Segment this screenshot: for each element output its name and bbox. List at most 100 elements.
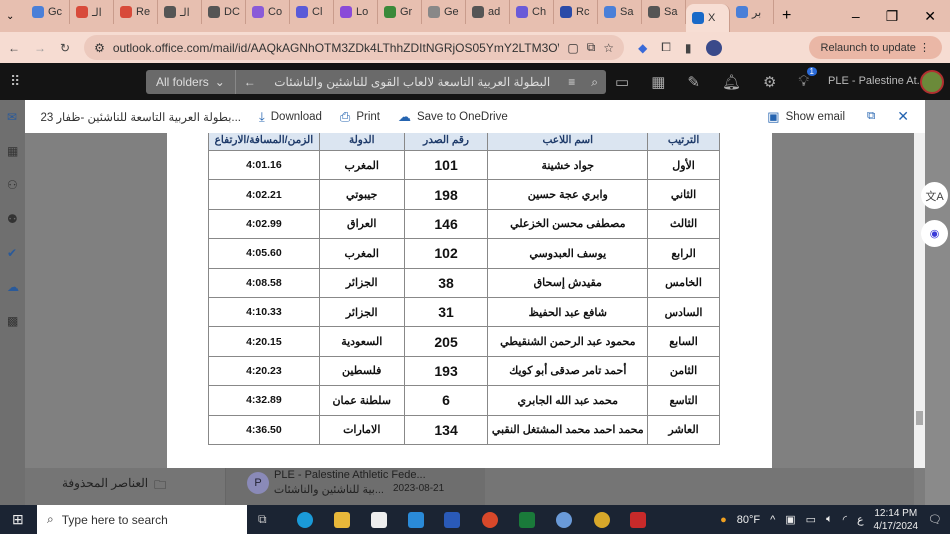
filter-icon[interactable]: ≡ [568, 75, 576, 89]
tips-lightbulb-icon[interactable]: 💡︎ 1 [798, 67, 817, 90]
weather-icon[interactable]: ● [720, 513, 727, 526]
profile-avatar[interactable] [705, 39, 722, 56]
todo-check-icon[interactable]: ✔ [7, 246, 18, 260]
show-hidden-icons[interactable]: ^ [770, 513, 776, 526]
show-email-button[interactable]: ▣ Show email [767, 108, 846, 124]
tab-favicon-icon [252, 6, 264, 18]
folder-scope-dropdown[interactable]: All folders ⌄ [146, 70, 236, 94]
chrome-icon[interactable] [594, 512, 610, 528]
browser-tab[interactable]: DC [202, 0, 246, 24]
extensions-puzzle-icon[interactable]: ⧠ [661, 40, 671, 54]
todo-icon[interactable]: ✎ [687, 73, 700, 91]
clock[interactable]: 12:14 PM 4/17/2024 [873, 507, 919, 532]
browser-tab[interactable]: الـ [70, 0, 114, 24]
mcafee-icon[interactable] [630, 512, 646, 528]
time-cell: 4:20.15 [208, 326, 320, 357]
maximize-button[interactable]: ❐ [885, 7, 899, 24]
mail-app-icon[interactable] [408, 512, 424, 528]
clipboard-icon[interactable]: ▢ [567, 40, 579, 55]
browser-tab[interactable]: Lo [334, 0, 378, 24]
site-info-icon[interactable]: ⚙ [94, 40, 105, 55]
volume-icon[interactable]: 🔈︎ [826, 513, 833, 525]
athlete-name-cell: محمد عبد الله الجابري [487, 385, 649, 416]
print-button[interactable]: ⎙ Print [339, 108, 380, 124]
browser-tab[interactable]: Cl [290, 0, 334, 24]
translate-icon[interactable]: 文A [921, 182, 948, 209]
browser-tab[interactable]: الـ [158, 0, 202, 24]
wifi-icon[interactable]: ◜ [842, 514, 847, 526]
battery-icon[interactable]: ▭ [805, 514, 817, 526]
popout-icon[interactable]: ⧉ [867, 110, 876, 122]
back-icon[interactable]: ← [8, 40, 20, 55]
mail-icon[interactable]: ✉ [7, 110, 18, 124]
close-viewer-icon[interactable]: ✕ [897, 108, 909, 124]
notifications-icon[interactable]: 🗨︎ [928, 514, 942, 526]
excel-icon[interactable] [519, 512, 535, 528]
browser-tab[interactable]: Rc [554, 0, 598, 24]
gear-icon[interactable]: ⚙ [763, 73, 777, 91]
forward-icon[interactable]: → [34, 40, 46, 55]
tab-title: Re [136, 6, 151, 18]
browser-tab[interactable]: Gr [378, 0, 422, 24]
country-cell: فلسطين [318, 355, 405, 387]
onedrive-cloud-icon[interactable]: ☁ [7, 280, 19, 294]
folder-deleted-items[interactable]: 🗀︎ العناصر المحذوفة [62, 476, 166, 497]
browser-tab[interactable]: Sa [598, 0, 642, 24]
browser-tab[interactable]: Gc [26, 0, 70, 24]
relaunch-button[interactable]: Relaunch to update ⋮ [808, 36, 942, 59]
new-tab-button[interactable]: + [782, 7, 792, 24]
extension-icon[interactable]: ◆ [638, 40, 648, 55]
install-app-icon[interactable]: ⧉ [586, 40, 596, 54]
close-window-button[interactable]: ✕ [924, 7, 936, 24]
url-bar[interactable]: ⚙ outlook.office.com/mail/id/AAQkAGNhOTM… [84, 35, 625, 60]
store-icon[interactable] [371, 512, 387, 528]
browser-tab[interactable]: Co [246, 0, 290, 24]
groups-icon[interactable]: ⚉ [7, 212, 18, 226]
browser-tab[interactable]: Re [114, 0, 158, 24]
reload-icon[interactable]: ↻ [60, 40, 71, 55]
account-avatar[interactable] [920, 70, 944, 94]
network-icon[interactable]: ▣ [785, 514, 796, 526]
copilot-icon[interactable]: ◉ [921, 220, 948, 247]
task-view-icon[interactable]: ⧉ [258, 512, 267, 526]
apps-icon[interactable]: ▩ [7, 314, 19, 328]
bib-number-cell: 198 [403, 179, 489, 210]
start-button[interactable]: ⊞ [12, 511, 24, 527]
browser-tab[interactable]: Ch [510, 0, 554, 24]
teams-chat-icon[interactable]: ▭ [615, 73, 630, 91]
language-indicator[interactable]: ع [856, 514, 864, 526]
table-row: التاسع محمد عبد الله الجابري 6 سلطنة عمان 4:… [208, 385, 720, 416]
browser-tab[interactable]: Ge [422, 0, 466, 24]
people-icon[interactable]: ⚇ [7, 178, 18, 192]
minimize-button[interactable]: – [851, 8, 860, 24]
bookmark-star-icon[interactable]: ☆ [603, 40, 615, 55]
tab-search-chevron-icon[interactable]: ⌄ [6, 10, 15, 22]
onenote-icon[interactable]: ▦ [651, 73, 666, 91]
app-icon[interactable] [556, 512, 572, 528]
calendar-icon[interactable]: ▦ [7, 144, 19, 158]
system-tray: ● 80°F ^ ▣ ▭ 🔈︎ ◜ ع 12:14 PM 4/17/2024 🗨︎ [720, 505, 950, 534]
bell-icon[interactable]: 🔔︎ [721, 73, 741, 91]
browser-tab[interactable]: X [686, 4, 730, 32]
scrollbar-thumb[interactable] [916, 411, 923, 425]
edge-icon[interactable] [297, 512, 313, 528]
file-explorer-icon[interactable] [334, 512, 350, 528]
search-box[interactable]: All folders ⌄ ← البطولة العربية التاسعة ل… [146, 70, 606, 94]
search-back-icon[interactable]: ← [243, 75, 256, 89]
browser-tab[interactable]: ad [466, 0, 510, 24]
search-input[interactable]: البطولة العربية التاسعة لالعاب القوى للن… [274, 75, 551, 89]
taskbar-search[interactable]: ⌕ Type here to search [37, 505, 247, 534]
account-name[interactable]: PLE - Palestine At... [828, 75, 926, 87]
weather-temp[interactable]: 80°F [736, 513, 761, 526]
search-icon[interactable]: ⌕ [591, 74, 598, 89]
side-panel-icon[interactable]: ▮ [684, 40, 692, 55]
browser-tab[interactable]: Sa [642, 0, 686, 24]
save-to-onedrive-button[interactable]: ☁ Save to OneDrive [397, 108, 508, 124]
word-icon[interactable] [444, 512, 460, 528]
download-icon: ⤓ [259, 108, 265, 124]
document-scrollbar[interactable] [914, 133, 925, 468]
browser-tab[interactable]: بر [730, 0, 774, 24]
download-button[interactable]: ⤓ Download [259, 108, 322, 124]
app-launcher-icon[interactable]: ⠿ [10, 73, 21, 89]
powerpoint-icon[interactable] [482, 512, 498, 528]
